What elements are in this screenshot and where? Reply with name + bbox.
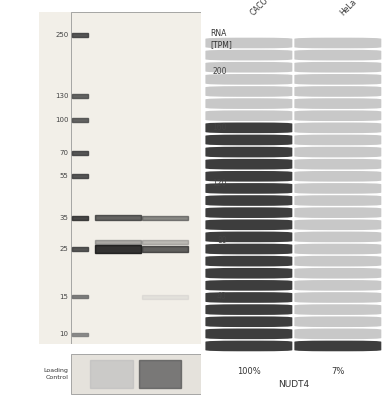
FancyBboxPatch shape [295,280,381,291]
FancyBboxPatch shape [205,232,292,242]
Bar [142,294,188,298]
Bar [72,151,88,156]
Bar [72,94,88,98]
FancyBboxPatch shape [205,268,292,278]
FancyBboxPatch shape [295,38,381,48]
FancyBboxPatch shape [205,50,292,60]
Bar [72,118,88,122]
FancyBboxPatch shape [295,159,381,170]
FancyBboxPatch shape [205,280,292,291]
Text: High: High [114,357,132,366]
Text: 55: 55 [60,173,69,179]
FancyBboxPatch shape [295,86,381,97]
FancyBboxPatch shape [295,220,381,230]
Bar [142,216,188,220]
Text: Loading
Control: Loading Control [44,368,69,380]
Text: HeLa: HeLa [338,0,358,18]
Text: [TPM]: [TPM] [210,40,232,49]
Text: 160: 160 [212,123,227,132]
FancyBboxPatch shape [295,183,381,194]
FancyBboxPatch shape [295,74,381,85]
Text: Low: Low [157,357,173,366]
FancyBboxPatch shape [205,62,292,72]
Text: 40: 40 [217,292,227,301]
Text: NUDT4: NUDT4 [278,380,309,389]
FancyBboxPatch shape [295,292,381,303]
Bar [142,240,188,244]
FancyBboxPatch shape [205,220,292,230]
FancyBboxPatch shape [205,256,292,266]
Text: 100: 100 [55,117,69,123]
Text: 7%: 7% [331,367,345,376]
Bar [72,295,88,298]
FancyBboxPatch shape [71,12,201,344]
FancyBboxPatch shape [205,244,292,254]
FancyBboxPatch shape [295,171,381,182]
FancyBboxPatch shape [205,38,292,48]
Text: 10: 10 [59,331,69,337]
Bar [72,174,88,178]
FancyBboxPatch shape [295,110,381,121]
FancyBboxPatch shape [295,50,381,60]
FancyBboxPatch shape [295,147,381,157]
Bar [71,354,201,394]
FancyBboxPatch shape [295,256,381,266]
Text: 15: 15 [60,294,69,300]
Text: 80: 80 [217,236,227,245]
FancyBboxPatch shape [205,159,292,170]
Bar [72,33,88,37]
Text: CACO-2: CACO-2 [249,0,276,18]
FancyBboxPatch shape [205,74,292,85]
Text: 25: 25 [60,246,69,252]
FancyBboxPatch shape [295,341,381,351]
Text: RNA: RNA [210,29,227,38]
Bar [95,240,141,244]
Text: 130: 130 [55,93,69,99]
FancyBboxPatch shape [205,98,292,109]
FancyBboxPatch shape [295,244,381,254]
FancyBboxPatch shape [205,304,292,315]
FancyBboxPatch shape [205,147,292,157]
FancyBboxPatch shape [295,268,381,278]
FancyBboxPatch shape [205,171,292,182]
Text: 100%: 100% [237,367,261,376]
FancyBboxPatch shape [295,62,381,72]
Text: 120: 120 [212,180,227,188]
FancyBboxPatch shape [205,86,292,97]
FancyBboxPatch shape [205,195,292,206]
Bar [90,360,133,388]
FancyBboxPatch shape [295,328,381,339]
FancyBboxPatch shape [295,122,381,133]
FancyBboxPatch shape [205,341,292,351]
FancyBboxPatch shape [295,195,381,206]
Bar [72,216,88,220]
FancyBboxPatch shape [205,183,292,194]
Bar [72,332,88,336]
FancyBboxPatch shape [205,328,292,339]
Bar [139,360,181,388]
Bar [142,246,188,252]
FancyBboxPatch shape [295,316,381,327]
FancyBboxPatch shape [205,135,292,145]
FancyBboxPatch shape [205,122,292,133]
Bar [95,215,141,220]
Text: 70: 70 [59,150,69,156]
FancyBboxPatch shape [295,135,381,145]
FancyBboxPatch shape [205,292,292,303]
FancyBboxPatch shape [295,98,381,109]
FancyBboxPatch shape [295,232,381,242]
Text: 200: 200 [212,67,227,76]
Bar [95,245,141,253]
FancyBboxPatch shape [205,207,292,218]
Text: 35: 35 [60,215,69,221]
FancyBboxPatch shape [205,316,292,327]
Bar [72,247,88,251]
FancyBboxPatch shape [295,304,381,315]
Text: 250: 250 [55,32,69,38]
FancyBboxPatch shape [295,207,381,218]
FancyBboxPatch shape [205,110,292,121]
